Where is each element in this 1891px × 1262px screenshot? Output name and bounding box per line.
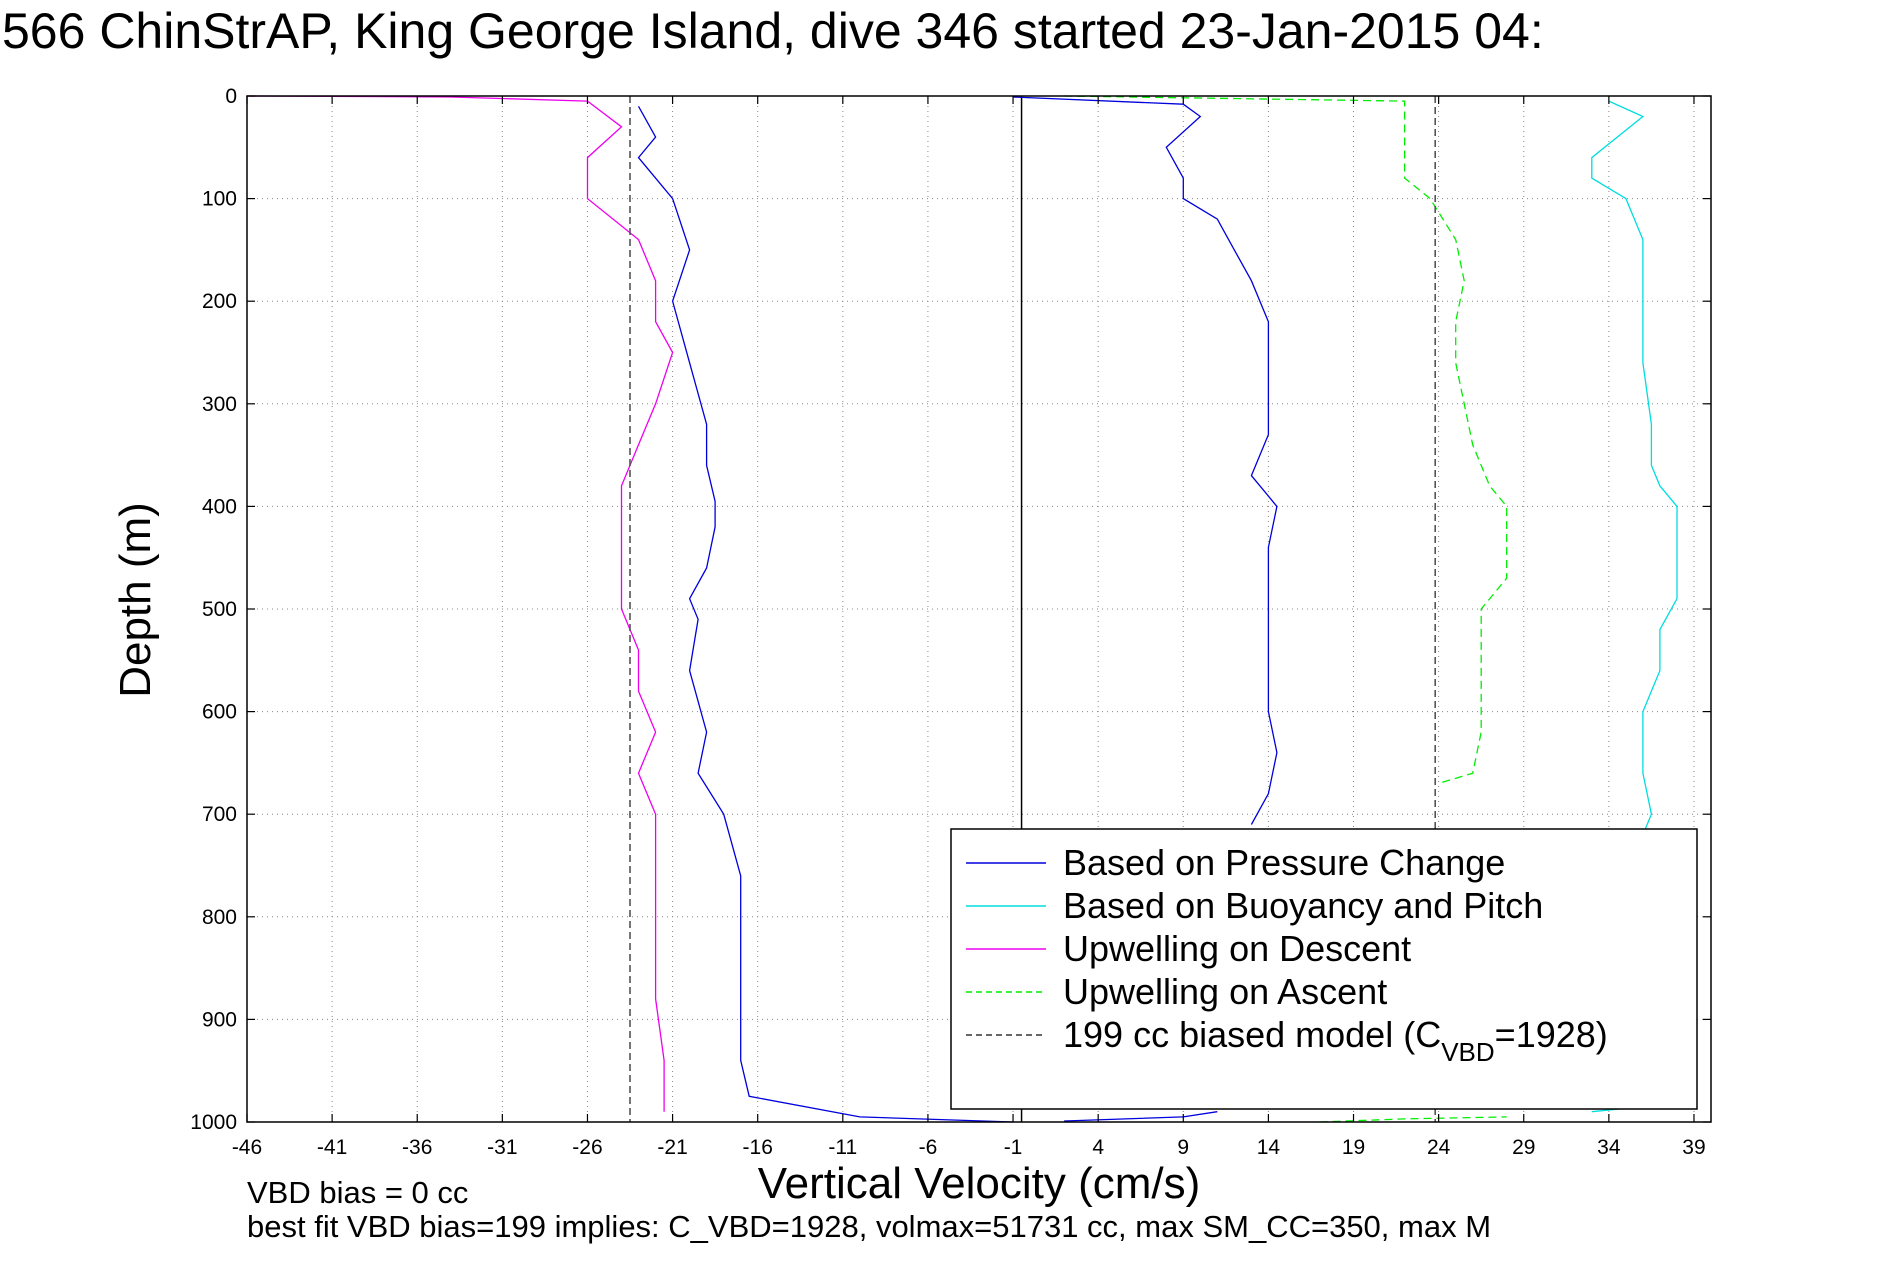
x-tick-label: -21: [657, 1136, 687, 1159]
y-tick-label: 300: [202, 393, 237, 416]
x-tick-label: 34: [1597, 1136, 1621, 1159]
y-tick-label: 500: [202, 598, 237, 621]
x-tick-label: -36: [402, 1136, 432, 1159]
x-axis-label: Vertical Velocity (cm/s): [758, 1159, 1201, 1208]
series-line-3: [1591, 100, 1678, 835]
x-tick-label: -16: [743, 1136, 773, 1159]
legend-label: Upwelling on Ascent: [1063, 971, 1387, 1012]
y-tick-label: 800: [202, 906, 237, 929]
y-tick-label: 1000: [190, 1111, 237, 1134]
y-tick-label: 900: [202, 1008, 237, 1031]
x-tick-label: 14: [1257, 1136, 1281, 1159]
x-tick-label: 4: [1092, 1136, 1104, 1159]
best-fit-note: best fit VBD bias=199 implies: C_VBD=192…: [247, 1209, 1491, 1244]
x-tick-label: -26: [572, 1136, 602, 1159]
x-tick-label: 39: [1682, 1136, 1705, 1159]
legend-label-text: Upwelling on Descent: [1063, 928, 1411, 969]
y-tick-label: 700: [202, 803, 237, 826]
x-axis-ticks: -46 -41 -36 -31 -26 -21 -16 -11 -6 -1 4 9 14 19 24 29 34…: [232, 96, 1706, 1159]
chart-title: 566 ChinStrAP, King George Island, dive …: [2, 3, 1544, 59]
legend-label: Based on Pressure Change: [1063, 842, 1505, 883]
y-tick-label: 600: [202, 701, 237, 724]
legend-label: Based on Buoyancy and Pitch: [1063, 885, 1543, 926]
legend-box: [950, 828, 1698, 1110]
x-tick-label: -11: [828, 1136, 857, 1159]
x-tick-label: -46: [232, 1136, 262, 1159]
x-tick-label: 19: [1342, 1136, 1365, 1159]
series-line-1: [1012, 96, 1278, 825]
x-tick-label: -1: [1004, 1136, 1023, 1159]
y-axis-label: Depth (m): [111, 502, 160, 698]
x-tick-label: 9: [1177, 1136, 1189, 1159]
y-axis-ticks: 0 100 200 300 400 500 600 700 800 900 1000: [190, 85, 1711, 1134]
x-tick-label: -31: [487, 1136, 517, 1159]
legend-label-subscript: VBD: [1441, 1037, 1494, 1067]
legend-label-text: Based on Buoyancy and Pitch: [1063, 885, 1543, 926]
legend-label-text: 199 cc biased model (C: [1063, 1014, 1441, 1055]
y-tick-label: 200: [202, 290, 237, 313]
y-tick-label: 100: [202, 188, 237, 211]
series-line-0: [637, 105, 1014, 1123]
x-tick-label: -41: [317, 1136, 347, 1159]
x-tick-label: 29: [1512, 1136, 1535, 1159]
legend-label: 199 cc biased model (CVBD=1928): [1063, 1014, 1608, 1067]
legend-label-text: Based on Pressure Change: [1063, 842, 1505, 883]
series-line-7: [1319, 1116, 1507, 1123]
x-tick-label: 24: [1427, 1136, 1451, 1159]
legend-label-text: Upwelling on Ascent: [1063, 971, 1387, 1012]
y-tick-label: 0: [225, 85, 237, 108]
legend-label-suffix: =1928): [1495, 1014, 1608, 1055]
legend-label: Upwelling on Descent: [1063, 928, 1411, 969]
series-line-5: [246, 95, 674, 1112]
y-tick-label: 400: [202, 495, 237, 518]
series-line-6: [1064, 95, 1508, 785]
x-tick-label: -6: [919, 1136, 938, 1159]
vbd-bias-note: VBD bias = 0 cc: [247, 1175, 468, 1210]
